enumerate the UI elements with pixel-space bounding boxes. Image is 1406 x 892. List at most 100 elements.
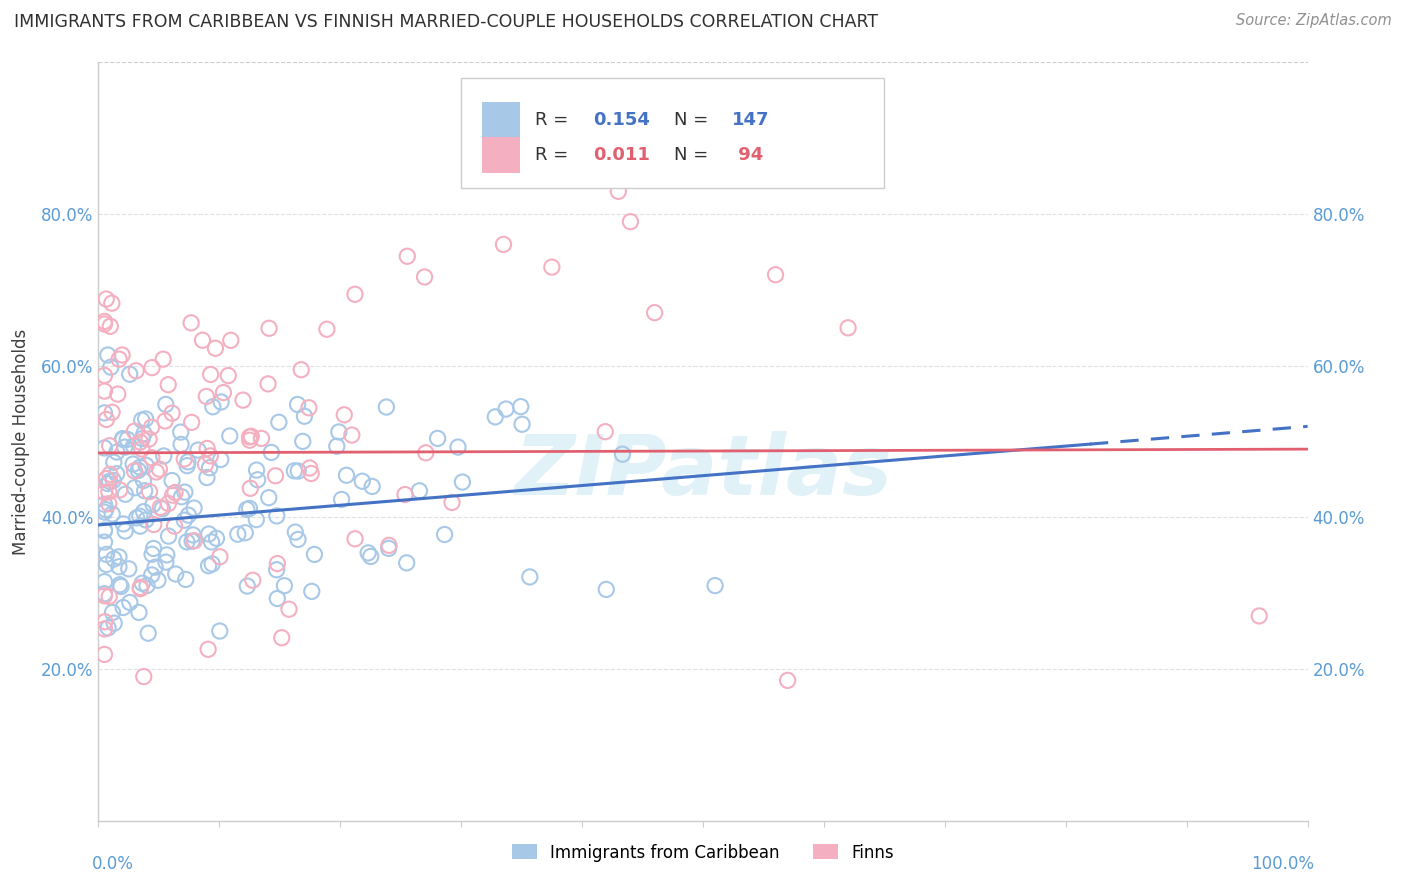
- Point: [108, 549, 131, 564]
- Point: [183, 533, 205, 548]
- Point: [236, 579, 259, 593]
- Point: [98, 439, 121, 453]
- Point: [160, 474, 183, 488]
- Point: [136, 626, 159, 640]
- Point: [93, 406, 115, 420]
- Point: [170, 425, 193, 439]
- Point: [129, 581, 152, 595]
- Point: [101, 405, 124, 419]
- Point: [360, 549, 382, 564]
- FancyBboxPatch shape: [482, 136, 520, 173]
- Text: 0.0%: 0.0%: [93, 855, 134, 872]
- Text: 94: 94: [733, 146, 763, 164]
- Point: [283, 464, 305, 478]
- Point: [107, 387, 129, 401]
- Point: [141, 547, 163, 561]
- Point: [97, 476, 120, 491]
- Point: [218, 429, 240, 443]
- Point: [96, 548, 118, 562]
- Point: [101, 296, 124, 310]
- Point: [97, 621, 120, 635]
- Point: [187, 443, 209, 458]
- Point: [111, 433, 134, 447]
- Text: N =: N =: [673, 146, 714, 164]
- Point: [837, 320, 859, 334]
- Point: [433, 527, 456, 541]
- Point: [131, 442, 153, 456]
- Point: [245, 513, 267, 527]
- Point: [250, 431, 273, 445]
- Point: [93, 524, 115, 538]
- Point: [108, 578, 131, 592]
- Point: [132, 426, 155, 441]
- Point: [108, 559, 131, 574]
- Point: [135, 513, 157, 527]
- Point: [105, 467, 128, 481]
- Point: [174, 573, 197, 587]
- Point: [200, 535, 222, 549]
- Point: [361, 479, 384, 493]
- Point: [377, 541, 399, 556]
- Point: [704, 579, 727, 593]
- Point: [217, 368, 239, 383]
- Text: R =: R =: [534, 146, 574, 164]
- Point: [294, 409, 316, 424]
- Point: [273, 579, 295, 593]
- Point: [335, 468, 357, 483]
- Point: [344, 532, 367, 546]
- Point: [239, 434, 262, 448]
- Text: ZIPatlas: ZIPatlas: [515, 432, 891, 512]
- Point: [340, 428, 363, 442]
- Point: [191, 333, 214, 347]
- Point: [93, 368, 115, 383]
- Point: [98, 590, 121, 604]
- Point: [183, 501, 205, 516]
- Point: [240, 429, 263, 443]
- Point: [765, 268, 787, 282]
- Point: [328, 425, 350, 439]
- Point: [266, 508, 288, 523]
- Point: [114, 487, 136, 501]
- Point: [135, 458, 157, 473]
- Point: [146, 573, 169, 587]
- Point: [114, 440, 136, 454]
- Point: [128, 509, 150, 524]
- Point: [291, 434, 314, 449]
- Point: [131, 432, 153, 446]
- Point: [138, 432, 160, 446]
- Point: [509, 400, 531, 414]
- Point: [242, 574, 264, 588]
- Point: [270, 631, 292, 645]
- Point: [173, 452, 195, 467]
- Point: [122, 457, 145, 471]
- Point: [180, 415, 202, 429]
- Point: [287, 533, 309, 547]
- Point: [150, 501, 173, 516]
- Point: [93, 441, 115, 455]
- Point: [299, 467, 322, 481]
- Point: [108, 352, 131, 367]
- Point: [278, 602, 301, 616]
- Point: [128, 606, 150, 620]
- Point: [111, 348, 134, 362]
- Point: [198, 527, 221, 541]
- Point: [233, 525, 256, 540]
- Point: [619, 214, 641, 228]
- Point: [173, 513, 195, 527]
- Point: [93, 384, 115, 398]
- Point: [131, 413, 153, 427]
- Point: [96, 558, 118, 572]
- Point: [108, 483, 131, 497]
- Point: [484, 409, 506, 424]
- Point: [163, 485, 186, 500]
- Point: [112, 600, 135, 615]
- Point: [96, 412, 118, 426]
- Point: [93, 523, 115, 537]
- Point: [142, 498, 165, 512]
- Point: [260, 445, 283, 459]
- Point: [176, 458, 198, 473]
- Point: [595, 582, 617, 597]
- Point: [103, 552, 125, 566]
- Point: [257, 491, 280, 505]
- Point: [132, 669, 155, 683]
